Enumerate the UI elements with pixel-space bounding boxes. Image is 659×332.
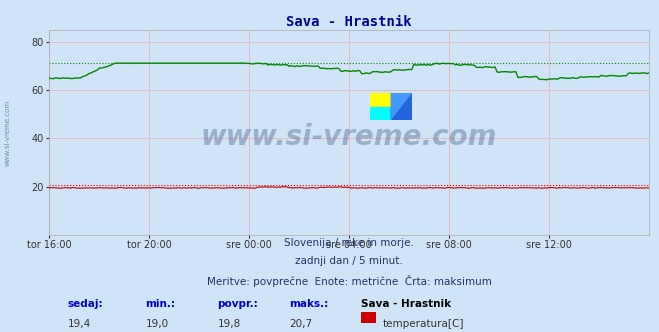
Text: Meritve: povprečne  Enote: metrične  Črta: maksimum: Meritve: povprečne Enote: metrične Črta:…: [207, 275, 492, 287]
Polygon shape: [391, 93, 413, 120]
Bar: [391, 107, 413, 120]
Bar: [370, 107, 391, 120]
Polygon shape: [391, 93, 413, 120]
Text: Slovenija / reke in morje.: Slovenija / reke in morje.: [284, 238, 415, 248]
Text: 20,7: 20,7: [289, 319, 312, 329]
Text: 19,4: 19,4: [67, 319, 91, 329]
Bar: [361, 312, 376, 323]
Bar: [370, 93, 391, 107]
Text: 19,0: 19,0: [146, 319, 169, 329]
Text: 19,8: 19,8: [217, 319, 241, 329]
Text: sedaj:: sedaj:: [67, 299, 103, 309]
Text: min.:: min.:: [146, 299, 175, 309]
Text: Sava - Hrastnik: Sava - Hrastnik: [361, 299, 451, 309]
Text: www.si-vreme.com: www.si-vreme.com: [5, 100, 11, 166]
Text: www.si-vreme.com: www.si-vreme.com: [201, 123, 498, 150]
Title: Sava - Hrastnik: Sava - Hrastnik: [287, 15, 412, 29]
Text: povpr.:: povpr.:: [217, 299, 258, 309]
Text: zadnji dan / 5 minut.: zadnji dan / 5 minut.: [295, 257, 403, 267]
Text: temperatura[C]: temperatura[C]: [382, 319, 464, 329]
Text: maks.:: maks.:: [289, 299, 329, 309]
